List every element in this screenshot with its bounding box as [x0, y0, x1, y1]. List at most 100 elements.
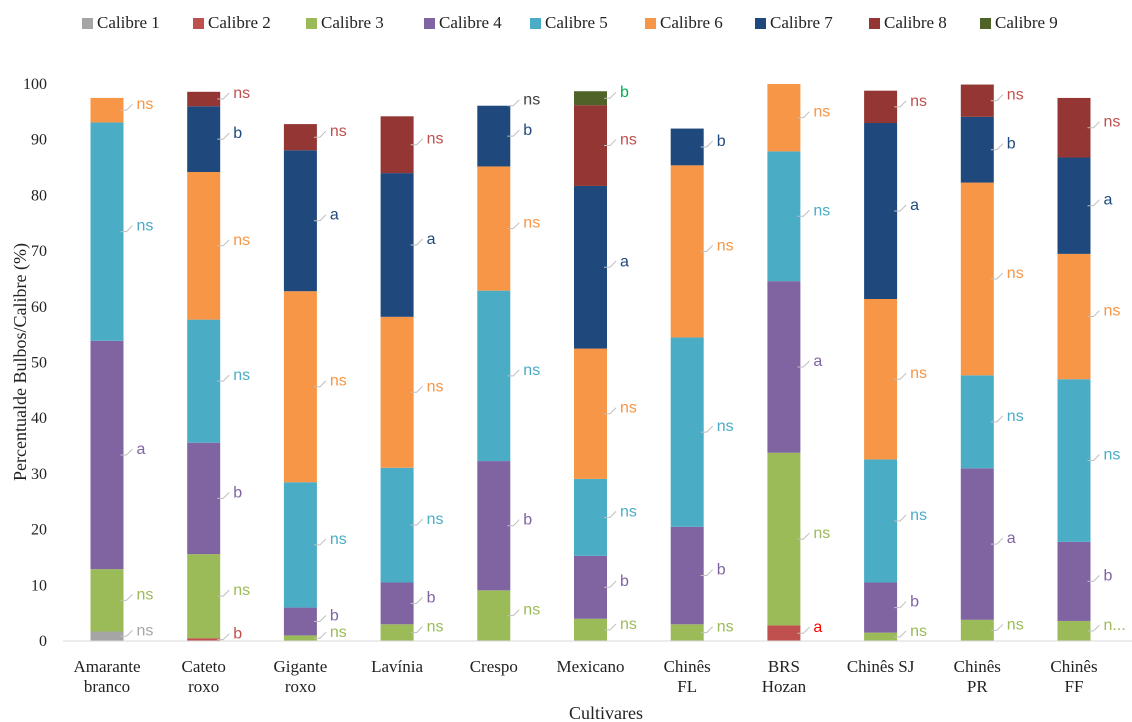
annotation-leader: [410, 626, 423, 634]
annotation-leader: [313, 538, 327, 546]
significance-label: ns: [523, 92, 540, 109]
annotation-leader: [507, 609, 520, 617]
annotation-leader: [217, 492, 230, 499]
significance-label: b: [620, 573, 629, 590]
legend-swatch: [980, 18, 991, 29]
significance-label: ns: [1104, 303, 1121, 320]
bar-segment: [1057, 253, 1091, 380]
bar-segment: [380, 582, 414, 625]
bar-segment: [767, 84, 801, 152]
annotation-leader: [217, 589, 230, 597]
bar-segment: [90, 122, 124, 341]
annotation-leader: [604, 139, 617, 147]
bar-segment: [380, 624, 414, 641]
annotation-leader: [313, 380, 327, 388]
annotation-leader: [410, 597, 423, 604]
significance-label: ns: [620, 400, 637, 417]
legend-swatch: [869, 18, 880, 29]
annotation-leader: [604, 580, 617, 588]
annotation-leader: [1087, 624, 1100, 632]
significance-annotations: nsnsansnsbnsbnsnsbnsnsbnsnsansnsbnsnsans…: [120, 84, 1126, 643]
x-tick-label: Gigante roxo: [273, 657, 327, 696]
y-tick-label: 20: [31, 522, 47, 539]
significance-label: ns: [1007, 87, 1024, 104]
x-tick-label-line: FF: [1065, 677, 1084, 696]
significance-label: b: [1104, 567, 1113, 584]
x-tick-label: Chinês PR: [954, 657, 1001, 696]
significance-label: ns: [233, 367, 250, 384]
annotation-leader: [507, 519, 520, 527]
bar-segment: [864, 90, 898, 123]
x-tick-label: Mexicano: [557, 657, 625, 676]
x-tick-label: Chinês FF: [1050, 657, 1097, 696]
legend-label: Calibre 9: [995, 13, 1058, 32]
bar-plot-area: [90, 84, 1091, 641]
annotation-leader: [1087, 121, 1100, 129]
bar-segment: [90, 97, 124, 123]
significance-label: a: [427, 231, 436, 248]
bar-segment: [767, 625, 801, 641]
legend-label: Calibre 6: [660, 13, 723, 32]
x-tick-label-line: Chinês: [1050, 657, 1097, 676]
annotation-leader: [604, 623, 617, 631]
bar-segment: [90, 631, 124, 641]
bar-segment: [90, 340, 124, 570]
significance-label: ns: [910, 365, 927, 382]
annotation-leader: [797, 209, 810, 217]
annotation-leader: [797, 360, 810, 368]
bar-segment: [574, 91, 607, 106]
x-tick-label: Chinês SJ: [847, 657, 915, 676]
annotation-leader: [217, 92, 230, 100]
significance-label: ns: [717, 619, 734, 636]
y-tick-label: 40: [31, 410, 47, 427]
significance-label: b: [330, 608, 339, 625]
x-tick-label-line: Amarante: [73, 657, 140, 676]
bar-segment: [477, 290, 511, 462]
significance-label: a: [813, 619, 822, 636]
bar-segment: [574, 478, 607, 556]
bar-segment: [283, 150, 317, 292]
x-tick-label-line: Gigante: [273, 657, 327, 676]
significance-label: ns: [330, 624, 347, 641]
bar-segment: [283, 124, 317, 151]
significance-label: ns: [1007, 265, 1024, 282]
annotation-leader: [410, 238, 423, 246]
bar-segment: [574, 348, 607, 479]
bar-segment: [767, 151, 801, 282]
x-axis-title: Cultivares: [569, 703, 643, 722]
annotation-leader: [894, 372, 907, 380]
legend-label: Calibre 4: [439, 13, 502, 32]
significance-label: ns: [910, 93, 927, 110]
annotation-leader: [604, 260, 617, 268]
bar-segment: [283, 291, 317, 483]
bar-segment: [864, 632, 898, 641]
bar-segment: [574, 185, 607, 349]
annotation-leader: [990, 537, 1004, 545]
annotation-leader: [990, 415, 1004, 423]
significance-label: b: [1007, 136, 1016, 153]
bar-segment: [960, 116, 994, 183]
annotation-leader: [410, 518, 423, 526]
annotation-leader: [120, 103, 133, 111]
y-tick-label: 70: [31, 243, 47, 260]
annotation-leader: [217, 239, 230, 247]
significance-label: ns: [137, 96, 154, 113]
bar-segment: [864, 122, 898, 300]
significance-label: ns: [523, 602, 540, 619]
annotation-leader: [507, 369, 520, 377]
bar-segment: [767, 281, 801, 453]
bar-segment: [1057, 97, 1091, 158]
legend-swatch: [530, 18, 541, 29]
bar-segment: [187, 319, 221, 443]
legend-label: Calibre 3: [321, 13, 384, 32]
significance-label: b: [717, 562, 726, 579]
significance-label: a: [813, 353, 822, 370]
bar-segment: [864, 459, 898, 583]
annotation-leader: [990, 94, 1004, 102]
significance-label: b: [523, 512, 532, 529]
annotation-leader: [217, 132, 230, 140]
x-tick-label-line: Hozan: [762, 677, 807, 696]
bar-segment: [670, 337, 704, 527]
annotation-leader: [700, 245, 714, 252]
significance-label: ns: [1104, 114, 1121, 131]
